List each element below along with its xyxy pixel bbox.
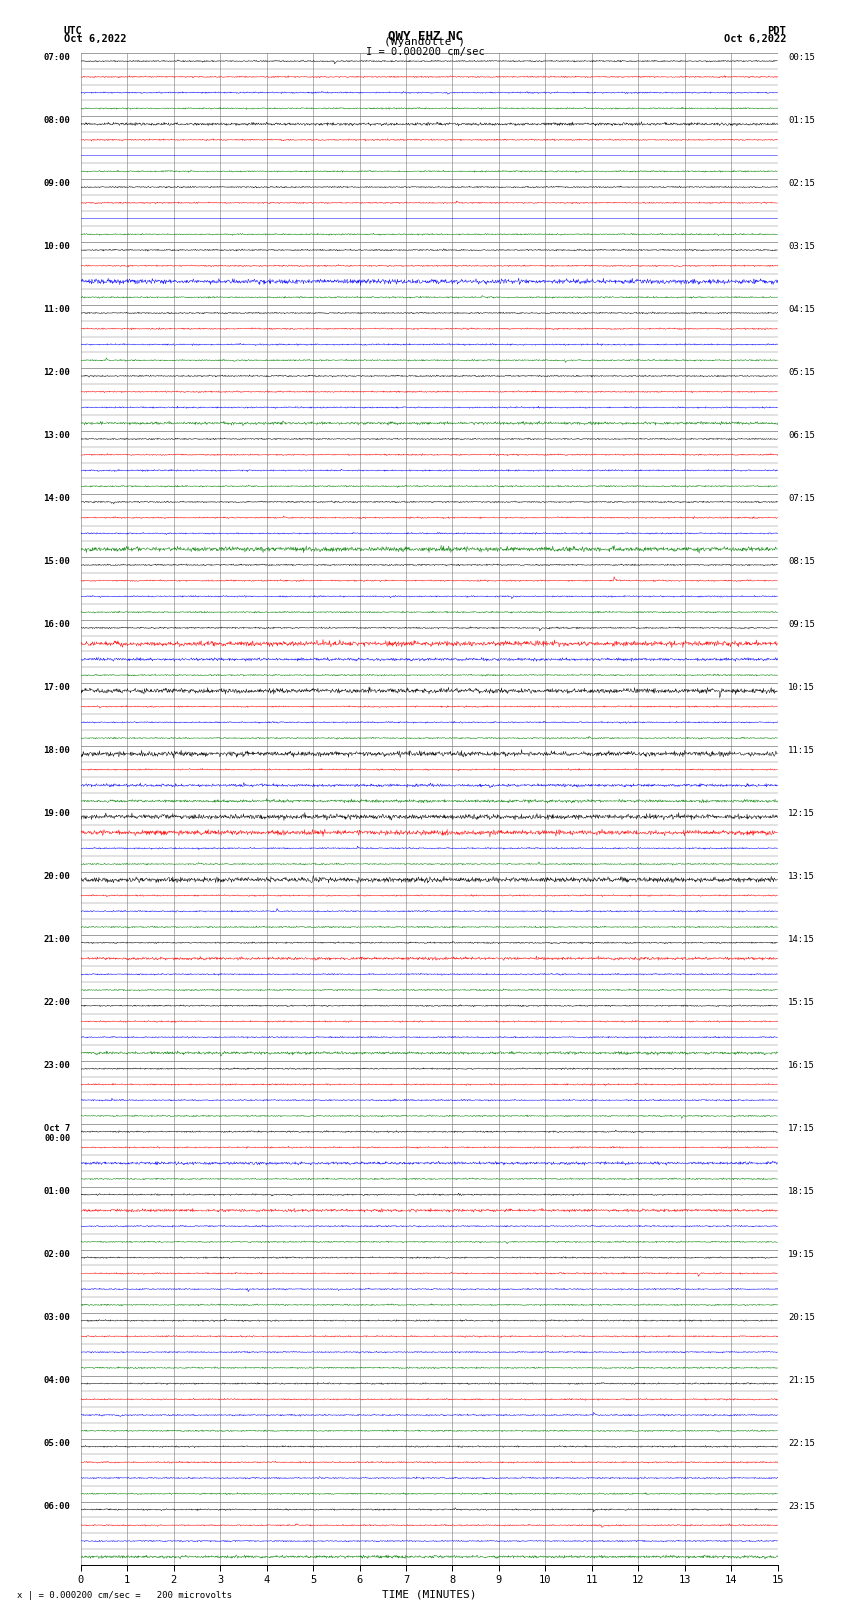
Text: 18:15: 18:15: [788, 1187, 815, 1195]
Text: 21:00: 21:00: [43, 936, 71, 944]
Text: x | = 0.000200 cm/sec =   200 microvolts: x | = 0.000200 cm/sec = 200 microvolts: [17, 1590, 232, 1600]
Text: 13:15: 13:15: [788, 873, 815, 881]
Text: UTC: UTC: [64, 26, 82, 35]
Text: QWY EHZ NC: QWY EHZ NC: [388, 29, 462, 42]
Text: Oct 6,2022: Oct 6,2022: [64, 34, 127, 44]
Text: 08:15: 08:15: [788, 556, 815, 566]
Text: 12:15: 12:15: [788, 810, 815, 818]
Text: 19:15: 19:15: [788, 1250, 815, 1258]
Text: 11:00: 11:00: [43, 305, 71, 315]
Text: 14:15: 14:15: [788, 936, 815, 944]
Text: 17:00: 17:00: [43, 682, 71, 692]
Text: 08:00: 08:00: [43, 116, 71, 126]
X-axis label: TIME (MINUTES): TIME (MINUTES): [382, 1589, 477, 1598]
Text: 22:15: 22:15: [788, 1439, 815, 1447]
Text: 01:15: 01:15: [788, 116, 815, 126]
Text: 17:15: 17:15: [788, 1124, 815, 1132]
Text: 22:00: 22:00: [43, 998, 71, 1007]
Text: 06:00: 06:00: [43, 1502, 71, 1511]
Text: 05:15: 05:15: [788, 368, 815, 377]
Text: 15:00: 15:00: [43, 556, 71, 566]
Text: 03:15: 03:15: [788, 242, 815, 252]
Text: 02:00: 02:00: [43, 1250, 71, 1258]
Text: 09:15: 09:15: [788, 619, 815, 629]
Text: 03:00: 03:00: [43, 1313, 71, 1321]
Text: 01:00: 01:00: [43, 1187, 71, 1195]
Text: 05:00: 05:00: [43, 1439, 71, 1447]
Text: 20:00: 20:00: [43, 873, 71, 881]
Text: 11:15: 11:15: [788, 745, 815, 755]
Text: I = 0.000200 cm/sec: I = 0.000200 cm/sec: [366, 47, 484, 56]
Text: PDT: PDT: [768, 26, 786, 35]
Text: 07:15: 07:15: [788, 494, 815, 503]
Text: 23:00: 23:00: [43, 1061, 71, 1069]
Text: 07:00: 07:00: [43, 53, 71, 63]
Text: 16:15: 16:15: [788, 1061, 815, 1069]
Text: 02:15: 02:15: [788, 179, 815, 189]
Text: 14:00: 14:00: [43, 494, 71, 503]
Text: 18:00: 18:00: [43, 745, 71, 755]
Text: 15:15: 15:15: [788, 998, 815, 1007]
Text: 00:15: 00:15: [788, 53, 815, 63]
Text: (Wyandotte ): (Wyandotte ): [384, 37, 466, 47]
Text: 04:00: 04:00: [43, 1376, 71, 1384]
Text: 20:15: 20:15: [788, 1313, 815, 1321]
Text: 06:15: 06:15: [788, 431, 815, 440]
Text: 21:15: 21:15: [788, 1376, 815, 1384]
Text: 12:00: 12:00: [43, 368, 71, 377]
Text: Oct 7
00:00: Oct 7 00:00: [44, 1124, 71, 1144]
Text: 09:00: 09:00: [43, 179, 71, 189]
Text: 16:00: 16:00: [43, 619, 71, 629]
Text: 10:00: 10:00: [43, 242, 71, 252]
Text: 19:00: 19:00: [43, 810, 71, 818]
Text: 10:15: 10:15: [788, 682, 815, 692]
Text: 23:15: 23:15: [788, 1502, 815, 1511]
Text: 04:15: 04:15: [788, 305, 815, 315]
Text: Oct 6,2022: Oct 6,2022: [723, 34, 786, 44]
Text: 13:00: 13:00: [43, 431, 71, 440]
